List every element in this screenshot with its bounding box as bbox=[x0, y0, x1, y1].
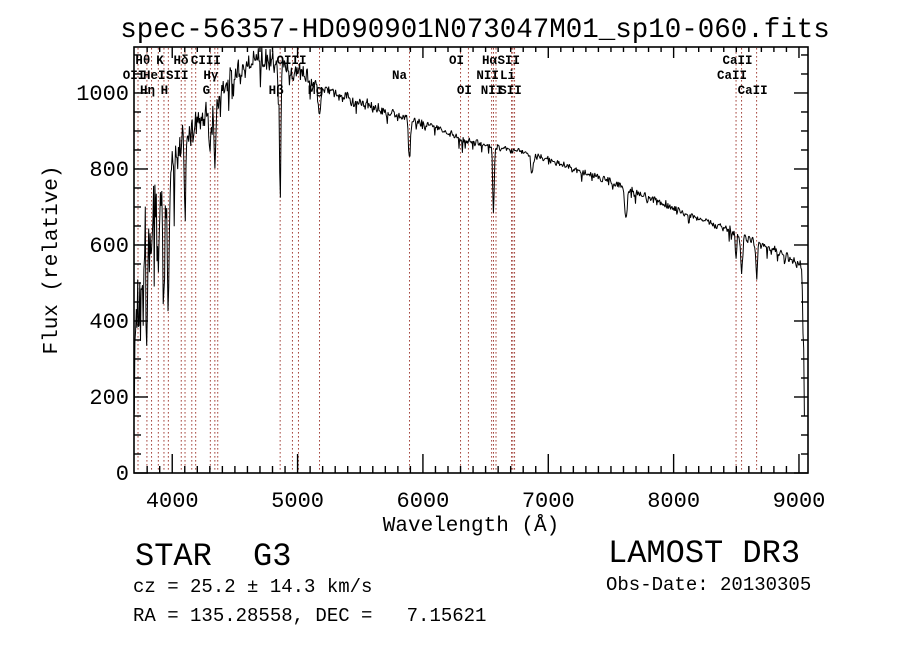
axis-tick-labels: 4000 5000 6000 7000 8000 9000 0 200 400 600 800 100… bbox=[76, 82, 825, 514]
survey-release: LAMOST DR3 bbox=[608, 535, 800, 572]
y-tick-label: 200 bbox=[89, 386, 129, 411]
spectral-line-label: Hβ bbox=[269, 84, 285, 98]
radec-value: RA = 135.28558, DEC = 7.15621 bbox=[133, 605, 486, 627]
y-tick-label: 600 bbox=[89, 234, 129, 259]
spectrum-trace bbox=[134, 47, 805, 417]
spectral-line-label: SII bbox=[498, 54, 521, 68]
x-tick-label: 8000 bbox=[647, 489, 700, 514]
spectral-line-label: Hη bbox=[140, 84, 155, 98]
y-tick-label: 1000 bbox=[76, 82, 129, 107]
plot-frame bbox=[133, 46, 809, 474]
spectral-line-label: Hα bbox=[482, 54, 498, 68]
annotation-block: STAR G3 cz = 25.2 ± 14.3 km/s RA = 135.2… bbox=[133, 535, 811, 627]
spectral-line-label: CaII bbox=[717, 69, 747, 83]
spectral-line-label: CaII bbox=[738, 84, 768, 98]
spectral-line-label: OI bbox=[449, 54, 464, 68]
x-tick-label: 9000 bbox=[773, 489, 826, 514]
spectral-line-label: Mg bbox=[308, 84, 323, 98]
x-tick-label: 4000 bbox=[146, 489, 199, 514]
y-tick-label: 800 bbox=[89, 158, 129, 183]
spectral-line-label: Li bbox=[500, 69, 515, 83]
y-axis-label: Flux (relative) bbox=[41, 165, 64, 354]
axis-ticks bbox=[134, 47, 808, 474]
spectral-line-label: SII bbox=[499, 84, 522, 98]
object-class: STAR bbox=[135, 538, 212, 575]
spectral-line-markers bbox=[137, 48, 758, 472]
obs-date: Obs-Date: 20130305 bbox=[606, 574, 811, 596]
spectral-line-label: Hγ bbox=[203, 69, 219, 83]
spectral-line-label: Hδ bbox=[174, 54, 189, 68]
spectral-line-label: K bbox=[156, 54, 164, 68]
y-tick-label: 400 bbox=[89, 310, 129, 335]
cz-value: cz = 25.2 ± 14.3 km/s bbox=[133, 576, 372, 598]
spectral-line-label: OIII bbox=[276, 54, 306, 68]
spectral-line-label: HeI bbox=[143, 69, 166, 83]
spectral-line-label: Hθ bbox=[135, 54, 150, 68]
plot-title: spec-56357-HD090901N073047M01_sp10-060.f… bbox=[120, 15, 830, 46]
spectral-line-label: SII bbox=[166, 69, 189, 83]
x-axis-label: Wavelength (Å) bbox=[383, 515, 559, 538]
y-tick-label: 0 bbox=[116, 462, 129, 487]
spectral-line-label: Na bbox=[392, 69, 408, 83]
spectral-line-label: NII bbox=[476, 69, 499, 83]
spectral-line-label: NII bbox=[481, 84, 504, 98]
x-tick-label: 6000 bbox=[397, 489, 450, 514]
spectral-line-label: CaII bbox=[723, 54, 753, 68]
x-tick-label: 5000 bbox=[271, 489, 324, 514]
spectral-line-label: CIII bbox=[191, 54, 221, 68]
spectral-line-label: OI bbox=[457, 84, 472, 98]
spectrum-trace-group bbox=[134, 47, 805, 417]
spectral-line-label: H bbox=[161, 84, 169, 98]
object-subclass: G3 bbox=[253, 538, 291, 575]
x-tick-label: 7000 bbox=[522, 489, 575, 514]
spectral-line-label: G bbox=[203, 84, 211, 98]
